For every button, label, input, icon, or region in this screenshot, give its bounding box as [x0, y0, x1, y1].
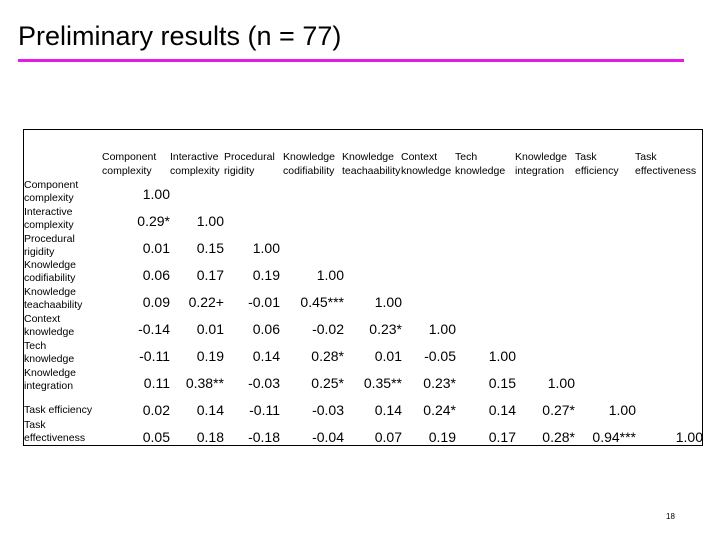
column-header-knowledge-teachaability: Knowledge teachaability [342, 151, 401, 177]
correlation-cell: 0.01 [196, 321, 224, 337]
correlation-cell: 0.19 [428, 429, 456, 445]
correlation-cell: 1.00 [374, 294, 402, 310]
correlation-cell: 1.00 [488, 348, 516, 364]
correlation-cell: 0.28* [311, 348, 344, 364]
correlation-table-frame [23, 129, 703, 446]
correlation-cell: 0.22+ [188, 294, 224, 310]
correlation-cell: -0.05 [424, 348, 456, 364]
correlation-cell: 0.01 [142, 240, 170, 256]
correlation-cell: 0.07 [374, 429, 402, 445]
correlation-cell: 0.23* [423, 375, 456, 391]
correlation-cell: 0.27* [542, 402, 575, 418]
column-header-knowledge-codifiability: Knowledge codifiability [283, 151, 335, 177]
correlation-cell: 0.05 [142, 429, 170, 445]
correlation-cell: 1.00 [196, 213, 224, 229]
row-header-task-effectiveness: Task effectiveness [24, 419, 86, 444]
row-header-task-efficiency: Task efficiency [24, 404, 93, 416]
correlation-cell: 0.14 [196, 402, 224, 418]
correlation-cell: 0.06 [252, 321, 280, 337]
correlation-cell: 0.28* [542, 429, 575, 445]
correlation-cell: 0.19 [196, 348, 224, 364]
correlation-cell: 0.24* [423, 402, 456, 418]
row-header-context-knowledge: Context knowledge [24, 313, 75, 338]
row-header-knowledge-teachaability: Knowledge teachaability [24, 286, 83, 311]
correlation-cell: 0.25* [311, 375, 344, 391]
correlation-cell: 0.06 [142, 267, 170, 283]
row-header-procedural-rigidity: Procedural rigidity [24, 233, 75, 258]
row-header-interactive-complexity: Interactive complexity [24, 206, 74, 231]
column-header-task-efficiency: Task efficiency [575, 151, 619, 177]
correlation-cell: 0.02 [142, 402, 170, 418]
correlation-cell: 0.14 [488, 402, 516, 418]
correlation-cell: -0.02 [312, 321, 344, 337]
row-header-knowledge-integration: Knowledge integration [24, 367, 76, 392]
correlation-cell: 1.00 [316, 267, 344, 283]
correlation-cell: 1.00 [547, 375, 575, 391]
correlation-cell: -0.14 [138, 321, 170, 337]
column-header-procedural-rigidity: Procedural rigidity [224, 151, 275, 177]
correlation-cell: 0.09 [142, 294, 170, 310]
correlation-cell: -0.04 [312, 429, 344, 445]
correlation-cell: -0.01 [248, 294, 280, 310]
column-header-interactive-complexity: Interactive complexity [170, 151, 220, 177]
correlation-cell: 0.14 [252, 348, 280, 364]
column-header-component-complexity: Component complexity [102, 151, 157, 177]
correlation-cell: 0.17 [488, 429, 516, 445]
correlation-cell: 0.01 [374, 348, 402, 364]
correlation-cell: 0.11 [143, 375, 170, 391]
correlation-cell: 1.00 [675, 429, 703, 445]
page-number: 18 [666, 512, 675, 521]
correlation-cell: 1.00 [252, 240, 280, 256]
correlation-cell: 0.29* [137, 213, 170, 229]
correlation-cell: 0.15 [196, 240, 224, 256]
correlation-cell: -0.18 [248, 429, 280, 445]
correlation-cell: 1.00 [142, 186, 170, 202]
row-header-tech-knowledge: Tech knowledge [24, 340, 75, 365]
correlation-cell: 0.38** [185, 375, 224, 391]
correlation-cell: 0.94*** [592, 429, 636, 445]
row-header-component-complexity: Component complexity [24, 179, 79, 204]
column-header-tech-knowledge: Tech knowledge [455, 151, 506, 177]
correlation-cell: 1.00 [428, 321, 456, 337]
correlation-cell: -0.11 [249, 402, 280, 418]
row-header-knowledge-codifiability: Knowledge codifiability [24, 259, 76, 284]
correlation-cell: 0.15 [488, 375, 516, 391]
correlation-cell: 0.17 [196, 267, 224, 283]
correlation-cell: -0.03 [248, 375, 280, 391]
correlation-cell: 0.18 [196, 429, 224, 445]
correlation-cell: 0.45*** [300, 294, 344, 310]
slide-title: Preliminary results (n = 77) [18, 21, 342, 51]
correlation-cell: 1.00 [608, 402, 636, 418]
correlation-cell: -0.03 [312, 402, 344, 418]
column-header-knowledge-integration: Knowledge integration [515, 151, 567, 177]
column-header-task-effectiveness: Task effectiveness [635, 151, 697, 177]
correlation-cell: -0.11 [139, 348, 170, 364]
correlation-cell: 0.35** [363, 375, 402, 391]
column-header-context-knowledge: Context knowledge [401, 151, 452, 177]
correlation-cell: 0.23* [369, 321, 402, 337]
title-underline [18, 59, 684, 62]
correlation-cell: 0.19 [252, 267, 280, 283]
correlation-cell: 0.14 [374, 402, 402, 418]
